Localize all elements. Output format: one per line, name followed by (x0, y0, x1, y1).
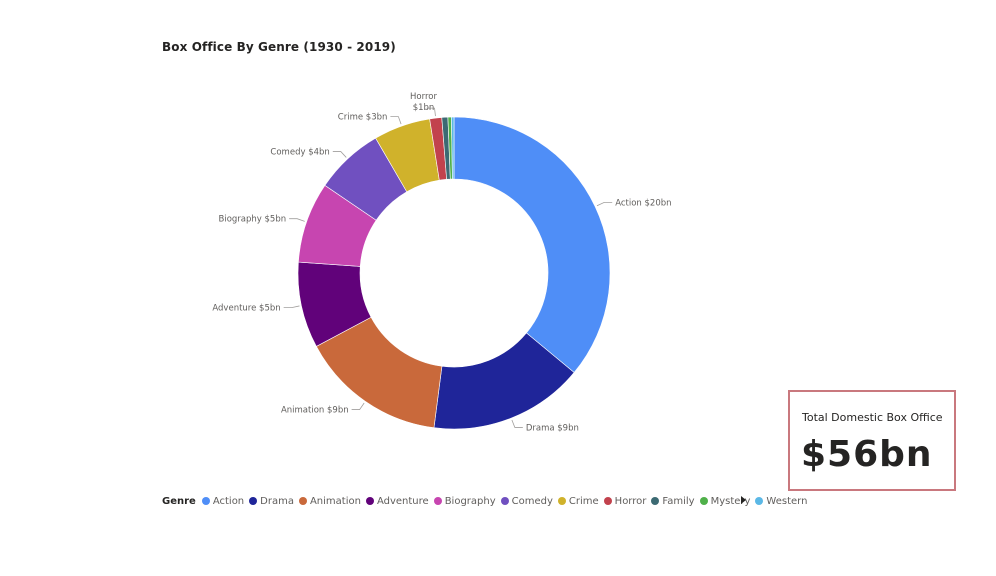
legend-item-crime[interactable]: Crime (557, 495, 599, 507)
kpi-card[interactable]: Total Domestic Box Office $56bn (788, 390, 956, 491)
leader-line-horror (426, 107, 436, 117)
data-label-adventure: Adventure $5bn (212, 304, 280, 314)
data-label-animation: Animation $9bn (281, 406, 349, 416)
legend-item-western[interactable]: Western (755, 496, 807, 507)
leader-line-crime (390, 116, 402, 125)
legend-label-horror: Horror (614, 495, 647, 507)
legend-swatch-western (755, 497, 764, 505)
leader-line-comedy (332, 151, 347, 158)
data-label-horror: Horror $1bn (410, 92, 437, 113)
legend-label-animation: Animation (309, 495, 361, 507)
legend-item-horror[interactable]: Horror (603, 495, 647, 507)
legend-label-western: Western (766, 495, 808, 507)
data-label-drama: Drama $9bn (526, 423, 579, 433)
legend-item-adventure[interactable]: Adventure (365, 495, 429, 507)
data-label-comedy: Comedy $4bn (270, 148, 329, 158)
legend-label-mystery: Mystery (710, 495, 751, 507)
legend-label-family: Family (662, 495, 695, 507)
legend-swatch-animation (298, 497, 307, 505)
legend-swatch-mystery (699, 497, 708, 505)
legend-next-arrow-icon[interactable] (741, 496, 746, 504)
legend-label-comedy: Comedy (511, 495, 553, 507)
legend-label-crime: Crime (568, 495, 599, 507)
legend-swatch-adventure (365, 497, 374, 505)
legend-label-adventure: Adventure (376, 495, 429, 507)
leader-line-biography (289, 218, 305, 222)
legend-swatch-crime (557, 497, 566, 505)
legend-swatch-biography (433, 497, 442, 505)
legend-label-biography: Biography (444, 495, 496, 507)
slice-action[interactable] (453, 116, 611, 373)
chart-title: Box Office By Genre (1930 - 2019) (162, 40, 396, 54)
data-label-action: Action $20bn (615, 198, 671, 208)
legend-item-biography[interactable]: Biography (433, 495, 496, 507)
legend-swatch-drama (249, 497, 258, 505)
legend-item-mystery[interactable]: Mystery (699, 495, 751, 507)
kpi-label: Total Domestic Box Office (802, 411, 943, 424)
slice-western[interactable] (451, 116, 455, 180)
data-label-biography: Biography $5bn (219, 215, 287, 225)
legend-label-drama: Drama (260, 495, 294, 507)
legend-swatch-comedy (500, 497, 509, 505)
kpi-value: $56bn (801, 434, 933, 475)
legend-swatch-family (651, 497, 660, 505)
legend-item-comedy[interactable]: Comedy (500, 495, 553, 507)
legend-swatch-horror (603, 497, 612, 505)
legend-title: Genre (162, 495, 196, 507)
legend-item-action[interactable]: Action (201, 495, 245, 507)
legend-item-family[interactable]: Family (651, 495, 695, 507)
chart-legend: Genre Action Drama Animation Adventure Biogr… (162, 494, 812, 508)
legend-label-action: Action (212, 495, 245, 507)
legend-item-drama[interactable]: Drama (249, 496, 294, 507)
legend-swatch-action (201, 497, 210, 505)
legend-item-animation[interactable]: Animation (298, 495, 361, 507)
leader-line-action (596, 201, 613, 207)
leader-line-adventure (283, 305, 300, 309)
leader-line-drama (511, 419, 523, 428)
data-label-crime: Crime $3bn (338, 113, 388, 123)
leader-line-animation (351, 402, 365, 410)
